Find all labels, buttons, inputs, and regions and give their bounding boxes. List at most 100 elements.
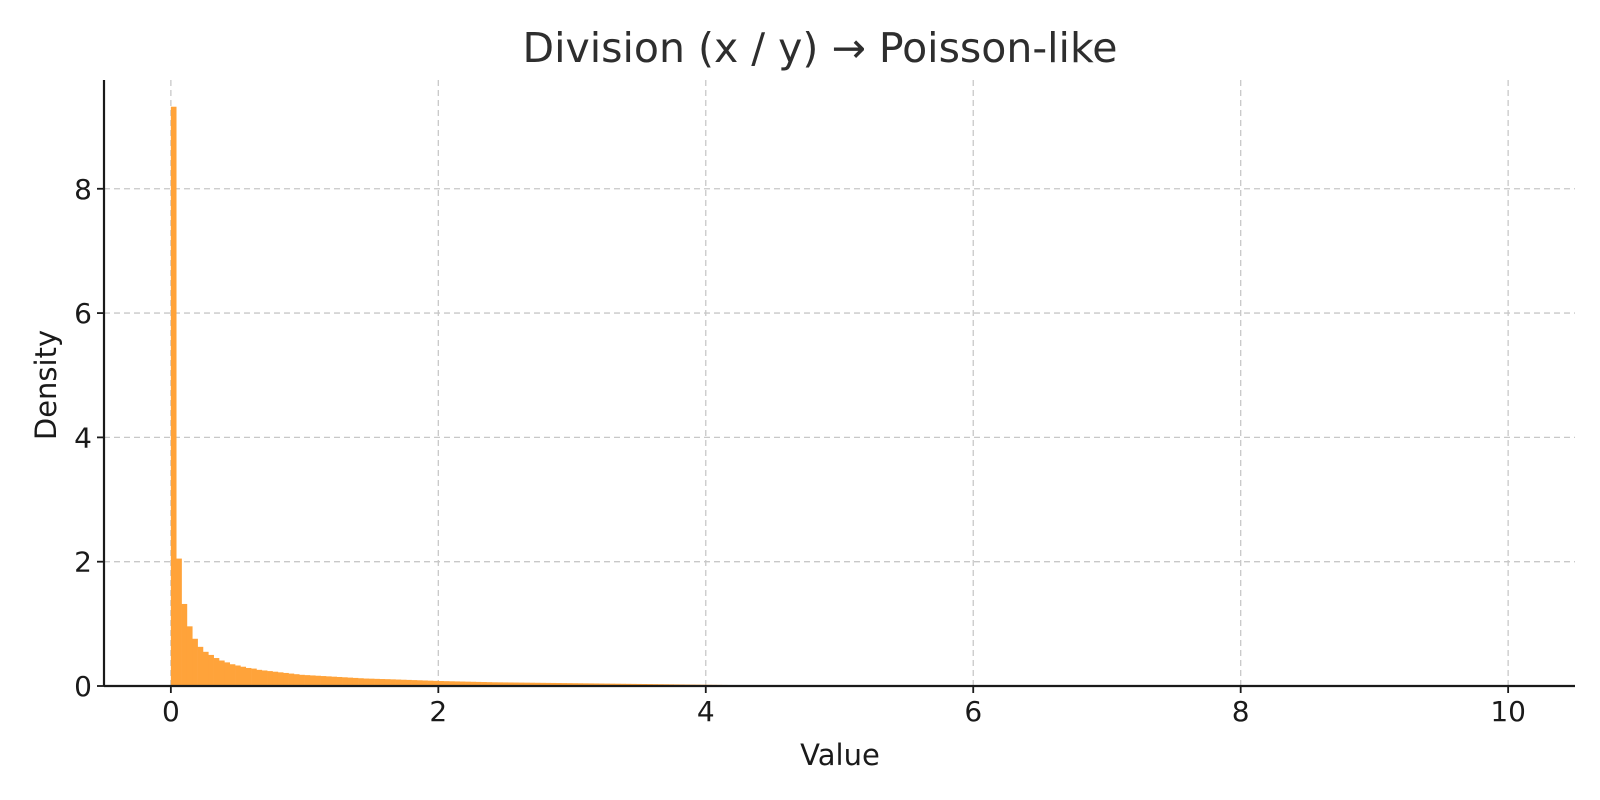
histogram-bar [267,671,273,686]
histogram-bar [235,665,241,686]
histogram-bar [325,676,332,686]
histogram-bar [208,654,214,686]
histogram-bar [374,678,380,686]
y-tick-label: 4 [74,421,92,454]
histogram-bar [315,675,321,686]
histogram-bar [438,681,444,686]
y-tick-label: 8 [74,173,92,206]
histogram-bar [593,683,600,686]
histogram-bar [219,660,225,686]
y-tick-label: 6 [74,297,92,330]
histogram-bar [582,683,589,686]
histogram-bar [358,678,364,686]
histogram-bar [422,680,428,686]
histogram-bar [475,681,482,686]
histogram-bar [170,106,177,687]
histogram-bar [379,679,386,686]
histogram-bar [406,679,412,686]
histogram-bar [577,683,584,686]
histogram-bar [390,679,396,686]
histogram-bars [170,106,814,687]
histogram-bar [609,683,616,686]
histogram-bar [427,680,434,686]
histogram-bar [529,682,535,686]
histogram-bar [454,681,461,686]
histogram-bar [256,669,263,686]
histogram-bar [213,658,220,686]
histogram-bar [534,682,541,686]
histogram-bar [604,683,610,686]
histogram-bar [588,683,594,686]
y-axis-title: Density [29,330,63,440]
histogram-bar [186,626,193,686]
histogram-bar [513,682,519,686]
histogram-bar [309,675,316,686]
histogram-bar [443,681,450,686]
histogram-bar [555,683,562,686]
histogram-bar [224,662,231,686]
histogram-bar [299,674,305,686]
x-tick-label: 8 [1232,695,1250,728]
histogram-bar [550,682,557,686]
histogram-bar [352,677,359,686]
histogram-bar [470,681,477,686]
histogram-bar [620,683,626,686]
x-tick-label: 4 [697,695,715,728]
histogram-bar [288,673,295,686]
x-tick-label: 10 [1490,695,1526,728]
grid [104,80,1575,687]
histogram-bar [459,681,466,686]
histogram-bar [261,670,268,686]
histogram-bar [245,667,252,686]
chart-title: Division (x / y) → Poisson-like [523,24,1118,72]
histogram-bar [416,680,423,686]
x-axis-title: Value [800,738,880,772]
histogram-bar [523,682,530,686]
histogram-bar [507,682,514,686]
axes [102,80,1575,688]
histogram-bar [502,682,509,686]
histogram-bar [240,666,247,686]
histogram-bar [481,682,487,686]
histogram-bar [518,682,525,686]
histogram-bar [331,676,337,686]
histogram-bar [251,668,257,686]
histogram-bar [192,638,198,686]
histogram-bar [432,680,439,686]
histogram-bar [545,682,551,686]
histogram-bar [202,651,209,686]
histogram-bar [293,674,300,686]
histogram-bar [491,682,498,686]
histogram-bar [368,678,375,686]
y-tick-label: 2 [74,546,92,579]
histogram-bar [449,681,455,686]
histogram-bar [572,683,578,686]
histogram-bar [486,682,493,686]
histogram-bar [400,679,407,686]
histogram-bar [229,664,236,686]
y-tick-label: 0 [74,670,92,703]
histogram-bar [465,681,471,686]
histogram-bar [197,646,204,686]
histogram-bar [411,680,418,686]
histogram-bar [304,675,311,686]
histogram-bar [342,677,348,686]
histogram-bar [566,683,573,686]
histogram-bar [363,678,370,686]
histogram-bar [181,603,188,686]
histogram-bar [561,683,567,686]
x-axis-ticks: 0 2 4 6 8 10 [162,686,1526,728]
x-tick-label: 0 [162,695,180,728]
histogram-bar [320,676,327,686]
x-tick-label: 6 [964,695,982,728]
histogram-bar [384,679,391,686]
histogram-bar [336,676,343,686]
histogram-bar [272,671,279,686]
histogram-bar [539,682,546,686]
histogram-bar [598,683,605,686]
histogram-bar [497,682,503,686]
histogram-bar [614,683,621,686]
histogram-bar [395,679,402,686]
x-tick-label: 2 [429,695,447,728]
